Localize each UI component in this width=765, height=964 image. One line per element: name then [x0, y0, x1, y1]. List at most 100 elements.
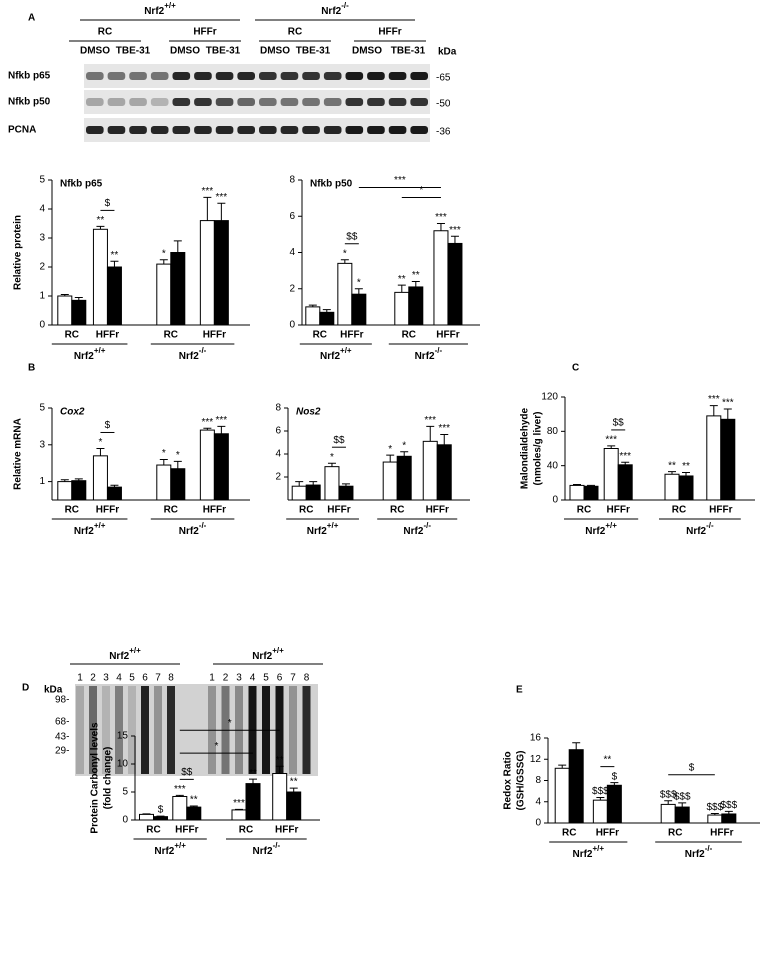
- x-tick-label: HFFr: [340, 330, 363, 341]
- bar: [92, 455, 108, 501]
- group-label-sup: -/-: [199, 521, 207, 530]
- group-label-base: Nrf2: [320, 351, 340, 362]
- blot-lane-smear: [167, 686, 175, 774]
- blot-lane-smear: [76, 686, 84, 774]
- bracket-label: *: [228, 718, 232, 729]
- error-bar: [249, 778, 257, 784]
- blot-lane: 3: [236, 673, 242, 684]
- blot-band: [107, 98, 126, 106]
- bar: [569, 484, 585, 501]
- blot-band: [323, 72, 342, 80]
- blot-band: [388, 98, 407, 106]
- group-label: Nrf2+/+: [320, 346, 352, 362]
- group-label: Nrf2-/-: [179, 521, 207, 537]
- bar: [156, 263, 172, 326]
- blot-lane: 4: [250, 673, 256, 684]
- significance-label: $$$: [674, 791, 691, 802]
- blot-band: [259, 98, 277, 106]
- y-tick-label: 3: [39, 233, 45, 244]
- bar: [337, 262, 353, 326]
- group-label: Nrf2+/+: [307, 521, 339, 537]
- group-label-sup: +/+: [94, 346, 106, 355]
- bar: [592, 799, 608, 824]
- y-tick-label: 10: [117, 759, 129, 770]
- error-bar: [678, 802, 687, 808]
- blot-genotype-base: Nrf2: [321, 6, 341, 17]
- bar: [71, 480, 87, 501]
- blot-lane-smear: [115, 686, 123, 774]
- group-label-sup: +/+: [174, 841, 186, 850]
- error-bar: [159, 259, 168, 265]
- significance-label: *: [162, 248, 166, 259]
- blot-band: [302, 72, 320, 80]
- blot-band: [280, 98, 299, 106]
- significance-label: ***: [174, 784, 186, 795]
- blot-genotype: Nrf2+/+: [109, 646, 141, 662]
- error-bar: [327, 462, 336, 467]
- bar: [213, 433, 229, 501]
- blot-diet: RC: [98, 27, 112, 38]
- error-bar: [573, 484, 581, 486]
- bar: [436, 444, 452, 501]
- bar: [617, 464, 633, 501]
- bar: [106, 266, 122, 326]
- bar: [153, 816, 168, 821]
- group-label-base: Nrf2: [74, 526, 94, 537]
- blot-band: [86, 126, 104, 134]
- group-label-base: Nrf2: [686, 526, 706, 537]
- blot-treatment: TBE-31: [391, 46, 426, 57]
- y-tick-label: 6: [289, 211, 295, 222]
- group-label-sup: -/-: [199, 346, 207, 355]
- error-bar: [60, 294, 69, 296]
- bar: [186, 806, 202, 821]
- blot-band: [86, 72, 104, 80]
- bracket-label: $$: [346, 231, 358, 242]
- error-bar: [386, 454, 395, 463]
- bar: [170, 252, 186, 326]
- blot-band: [215, 126, 234, 134]
- blot-row-label: Nfkb p65: [8, 71, 51, 82]
- significance-label: ***: [708, 394, 720, 405]
- error-bar: [217, 202, 226, 221]
- y-tick-label: 16: [530, 733, 542, 744]
- significance-label: ***: [722, 398, 734, 409]
- blot-marker: -50: [436, 99, 451, 110]
- blot-genotype-sup: +/+: [164, 1, 176, 10]
- x-tick-label: RC: [65, 330, 79, 341]
- bar: [606, 784, 622, 824]
- blot-treatment: DMSO: [352, 46, 382, 57]
- group-label-sup: -/-: [706, 521, 714, 530]
- bar: [660, 803, 676, 824]
- blot-band: [194, 126, 212, 134]
- bar: [245, 783, 261, 821]
- significance-label: *: [176, 450, 180, 461]
- blot-band: [86, 98, 104, 106]
- bracket-label: $: [105, 420, 111, 431]
- blot-lane-smear: [102, 686, 110, 774]
- bracket-label: *: [214, 741, 218, 752]
- blot-band: [259, 72, 277, 80]
- error-bar: [110, 484, 119, 488]
- y-tick-label: 4: [289, 247, 295, 258]
- bar: [408, 286, 424, 326]
- error-bar: [203, 427, 212, 431]
- error-bar: [289, 787, 298, 792]
- bar: [447, 242, 463, 326]
- x-tick-label: RC: [65, 505, 79, 516]
- bar: [433, 230, 449, 326]
- panel-letter: C: [572, 363, 579, 374]
- group-label-base: Nrf2: [253, 846, 273, 857]
- chart-title: Cox2: [60, 407, 85, 418]
- group-label-base: Nrf2: [685, 849, 705, 860]
- error-bar: [341, 483, 350, 487]
- error-bar: [558, 764, 567, 769]
- bracket-label: $: [689, 762, 695, 773]
- error-bar: [156, 815, 165, 817]
- bracket-label: $: [105, 198, 111, 209]
- bar: [170, 468, 186, 501]
- bar: [139, 813, 154, 821]
- blot-row-label: Nfkb p50: [8, 97, 51, 108]
- group-label-base: Nrf2: [179, 526, 199, 537]
- x-tick-label: HFFr: [96, 330, 119, 341]
